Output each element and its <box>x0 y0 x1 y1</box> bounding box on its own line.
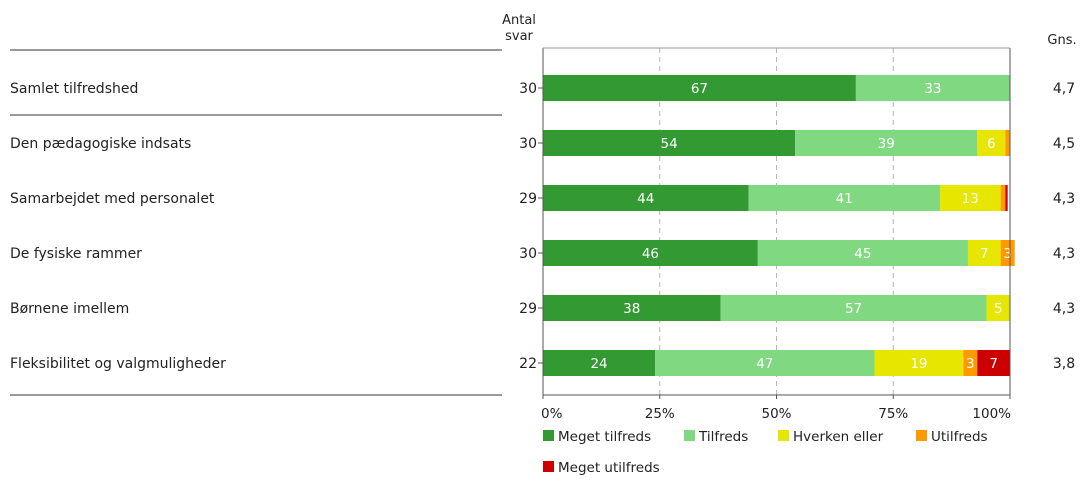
bar-segment-meget-utilfreds <box>1005 185 1008 211</box>
response-count: 30 <box>519 136 537 152</box>
row-1: Samlet tilfredshed 30 67 33 4,7 <box>10 75 1075 101</box>
bar-segment-meget-tilfreds <box>543 295 721 321</box>
segment-value-label: 45 <box>854 246 871 262</box>
segment-value-label: 44 <box>637 191 654 207</box>
average-value: 4,3 <box>1053 246 1075 262</box>
bar-segment-tilfreds <box>655 350 875 376</box>
category-label: Samarbejdet med personalet <box>10 191 215 207</box>
average-value: 4,5 <box>1053 136 1075 152</box>
bar-segment-meget-tilfreds <box>543 185 749 211</box>
segment-value-label: 24 <box>590 356 607 372</box>
header-average: Gns. <box>1047 33 1076 48</box>
segment-value-label: 47 <box>756 356 773 372</box>
response-count: 29 <box>519 191 537 207</box>
category-label: Børnene imellem <box>10 301 129 317</box>
bar-segment-meget-utilfreds <box>977 350 1010 376</box>
legend-label: Meget utilfreds <box>558 460 660 476</box>
header-n-line2: svar <box>505 29 533 44</box>
gridlines <box>659 48 894 395</box>
bar-segment-tilfreds <box>757 240 968 266</box>
row-3: Samarbejdet med personalet 29 44 41 13 4,3 <box>10 185 1075 211</box>
average-value: 3,8 <box>1053 356 1075 372</box>
column-headers: Antal svar Gns. <box>502 13 1077 48</box>
bar-segment-utilfreds <box>1000 240 1015 266</box>
response-count: 30 <box>519 81 537 97</box>
average-value: 4,7 <box>1053 81 1075 97</box>
legend-label: Tilfreds <box>698 429 748 445</box>
row-6: Fleksibilitet og valgmuligheder 22 24 47 19 3… <box>10 350 1075 376</box>
row-5: Børnene imellem 29 38 57 5 4,3 <box>10 295 1075 321</box>
segment-value-label: 3 <box>966 356 975 372</box>
response-count: 30 <box>519 246 537 262</box>
response-count: 29 <box>519 301 537 317</box>
segment-value-label: 67 <box>691 81 708 97</box>
segment-value-label: 41 <box>836 191 853 207</box>
segment-value-label: 39 <box>878 136 895 152</box>
segment-value-label: 46 <box>642 246 659 262</box>
bar-segment-hverken-eller <box>986 295 1010 321</box>
segment-value-label: 54 <box>660 136 677 152</box>
segment-value-label: 57 <box>845 301 862 317</box>
segment-value-label: 3 <box>1003 246 1012 262</box>
bar-segment-meget-tilfreds <box>543 240 758 266</box>
category-label: Den pædagogiske indsats <box>10 136 191 152</box>
segment-value-label: 38 <box>623 301 640 317</box>
legend-swatch <box>543 461 554 472</box>
legend-swatch <box>543 430 554 441</box>
category-label: Fleksibilitet og valgmuligheder <box>10 356 226 372</box>
bar-segment-tilfreds <box>795 130 978 156</box>
x-tick-label: 100% <box>972 406 1011 422</box>
segment-value-label: 13 <box>962 191 979 207</box>
x-tick-label: 75% <box>878 406 908 422</box>
response-count: 22 <box>519 356 537 372</box>
bar-segment-meget-tilfreds <box>543 130 796 156</box>
legend-item-utilfreds: Utilfreds <box>916 429 988 445</box>
legend: Meget tilfreds Tilfreds Hverken eller Utilf… <box>543 429 988 476</box>
legend-item-hverken-eller: Hverken eller <box>778 429 884 445</box>
x-tick-label: 0% <box>541 406 563 422</box>
bar-segment-hverken-eller <box>874 350 964 376</box>
bar-segment-utilfreds <box>963 350 978 376</box>
bar-segment-tilfreds <box>720 295 987 321</box>
legend-item-meget-utilfreds: Meget utilfreds <box>543 460 660 476</box>
bar-segment-utilfreds <box>1005 130 1010 156</box>
legend-item-meget-tilfreds: Meget tilfreds <box>543 429 651 445</box>
legend-swatch <box>916 430 927 441</box>
x-axis-ticks: 0% 25% 50% 75% 100% <box>541 395 1011 422</box>
average-value: 4,3 <box>1053 191 1075 207</box>
segment-value-label: 19 <box>910 356 927 372</box>
legend-item-tilfreds: Tilfreds <box>684 429 748 445</box>
bar-segment-tilfreds <box>748 185 940 211</box>
segment-value-label: 7 <box>989 356 998 372</box>
header-n-line1: Antal <box>502 13 536 28</box>
average-value: 4,3 <box>1053 301 1075 317</box>
bar-segment-meget-tilfreds <box>543 350 656 376</box>
separator-rules <box>10 49 502 396</box>
row-2: Den pædagogiske indsats 30 54 39 6 4,5 <box>10 130 1075 156</box>
legend-label: Utilfreds <box>931 429 988 445</box>
legend-label: Hverken eller <box>793 429 884 445</box>
row-4: De fysiske rammer 30 46 45 7 3 4,3 <box>10 240 1075 266</box>
bar-segment-utilfreds <box>1000 185 1006 211</box>
category-label: De fysiske rammer <box>10 246 142 262</box>
legend-label: Meget tilfreds <box>558 429 651 445</box>
segment-value-label: 33 <box>924 81 941 97</box>
x-tick-label: 25% <box>645 406 675 422</box>
segment-value-label: 6 <box>987 136 996 152</box>
legend-swatch <box>684 430 695 441</box>
bar-segment-hverken-eller <box>977 130 1006 156</box>
x-tick-label: 50% <box>761 406 791 422</box>
bar-segment-hverken-eller <box>939 185 1001 211</box>
bar-segment-hverken-eller <box>967 240 1001 266</box>
legend-swatch <box>778 430 789 441</box>
category-label: Samlet tilfredshed <box>10 81 138 97</box>
bar-segment-tilfreds <box>855 75 1010 101</box>
bar-segment-meget-tilfreds <box>543 75 856 101</box>
segment-value-label: 7 <box>980 246 989 262</box>
segment-value-label: 5 <box>994 301 1003 317</box>
